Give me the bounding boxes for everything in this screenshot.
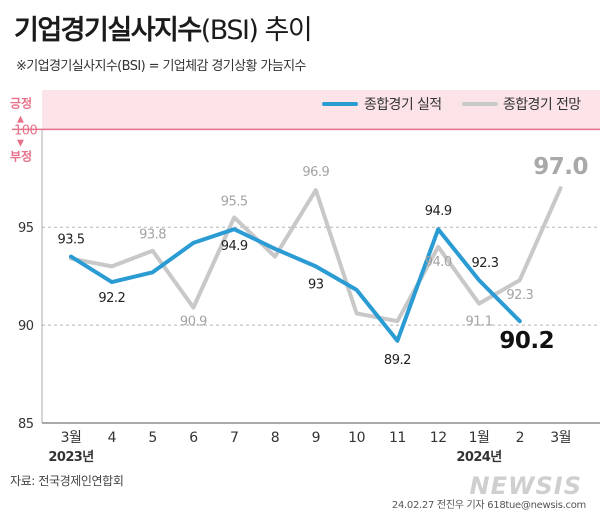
- y-tick-label-100: 100: [14, 123, 38, 138]
- data-label-actual: 93.5: [58, 233, 85, 248]
- title-rest: (BSI) 추이: [200, 15, 313, 46]
- x-tick-label: 7: [230, 430, 238, 446]
- x-tick-label: 2: [516, 430, 524, 446]
- title-main: 기업경기실사지수: [14, 15, 202, 46]
- data-label-forecast: 97.0: [533, 154, 588, 180]
- y-tick-label-85: 85: [18, 417, 34, 432]
- x-tick-label: 3월: [61, 430, 82, 446]
- x-tick-label: 12: [430, 430, 447, 446]
- data-label-forecast: 96.9: [302, 165, 329, 180]
- x-tick-label: 1월: [469, 430, 490, 446]
- x-tick-label: 9: [312, 430, 320, 446]
- year-label: 2024년: [456, 450, 501, 465]
- year-label: 2023년: [48, 450, 93, 465]
- data-label-forecast: 95.5: [221, 194, 248, 209]
- series-line-actual: [69, 227, 522, 343]
- positive-label: 긍정: [10, 95, 32, 110]
- data-label-forecast: 92.3: [506, 288, 533, 303]
- negative-label: 부정: [10, 148, 32, 163]
- data-label-actual: 89.2: [384, 353, 411, 368]
- down-arrow-icon: ▼: [17, 138, 24, 148]
- x-tick-label: 3월: [550, 430, 571, 446]
- data-label-forecast: 94.0: [425, 255, 452, 270]
- page-title: 기업경기실사지수(BSI) 추이: [14, 8, 313, 47]
- credit-note: 24.02.27 전진우 기자 618tue@newsis.com: [391, 500, 586, 511]
- x-tick-label: 8: [271, 430, 279, 446]
- data-label-actual: 90.2: [499, 328, 554, 354]
- data-label-actual: 92.3: [472, 256, 499, 271]
- x-tick-label: 4: [108, 430, 117, 446]
- legend-label-forecast: 종합경기 전망: [503, 97, 581, 113]
- data-label-forecast: 90.9: [180, 315, 207, 330]
- x-tick-label: 11: [389, 430, 406, 446]
- x-tick-label: 5: [148, 430, 156, 446]
- data-label-forecast: 93.8: [139, 228, 166, 243]
- watermark-logo: NEWSIS: [469, 472, 582, 500]
- legend-label-actual: 종합경기 실적: [364, 97, 442, 113]
- data-label-actual: 94.9: [221, 239, 248, 254]
- data-label-actual: 92.2: [98, 291, 125, 306]
- y-tick-label-95: 95: [18, 221, 34, 236]
- data-label-forecast: 91.1: [466, 315, 493, 330]
- source-note: 자료: 전국경제인연합회: [10, 474, 124, 488]
- series-line-forecast: [69, 186, 563, 324]
- data-label-actual: 94.9: [425, 204, 452, 219]
- y-tick-label-90: 90: [18, 319, 34, 334]
- data-label-actual: 93: [308, 277, 324, 292]
- positive-band: [42, 90, 600, 130]
- up-arrow-icon: ▲: [17, 114, 24, 124]
- x-tick-label: 10: [348, 430, 365, 446]
- x-tick-label: 6: [189, 430, 198, 446]
- subtitle: ※기업경기실사지수(BSI) = 기업체감 경기상황 가늠지수: [16, 59, 306, 74]
